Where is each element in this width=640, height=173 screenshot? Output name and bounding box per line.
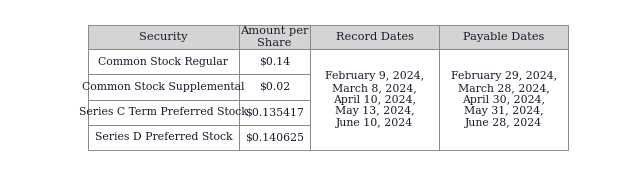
Bar — [310, 25, 439, 49]
Text: Record Dates: Record Dates — [335, 32, 413, 42]
Bar — [239, 74, 310, 100]
Text: $0.14: $0.14 — [259, 57, 290, 67]
Bar — [88, 49, 239, 74]
Bar — [88, 25, 239, 49]
Bar — [310, 49, 439, 150]
Text: Common Stock Supplemental: Common Stock Supplemental — [82, 82, 244, 92]
Bar — [88, 74, 239, 100]
Text: $0.02: $0.02 — [259, 82, 291, 92]
Bar — [239, 125, 310, 150]
Bar — [88, 125, 239, 150]
Bar — [239, 25, 310, 49]
Bar — [439, 25, 568, 49]
Text: $0.135417: $0.135417 — [245, 107, 304, 117]
Bar — [439, 49, 568, 150]
Text: Series C Term Preferred Stock: Series C Term Preferred Stock — [79, 107, 248, 117]
Text: February 9, 2024,
March 8, 2024,
April 10, 2024,
May 13, 2024,
June 10, 2024: February 9, 2024, March 8, 2024, April 1… — [325, 71, 424, 128]
Text: $0.140625: $0.140625 — [245, 133, 304, 143]
Text: Payable Dates: Payable Dates — [463, 32, 544, 42]
Text: Amount per
Share: Amount per Share — [241, 26, 309, 48]
Text: Security: Security — [139, 32, 188, 42]
Bar — [239, 100, 310, 125]
Bar — [239, 49, 310, 74]
Text: February 29, 2024,
March 28, 2024,
April 30, 2024,
May 31, 2024,
June 28, 2024: February 29, 2024, March 28, 2024, April… — [451, 71, 557, 128]
Bar — [88, 100, 239, 125]
Text: Common Stock Regular: Common Stock Regular — [99, 57, 228, 67]
Text: Series D Preferred Stock: Series D Preferred Stock — [95, 133, 232, 143]
